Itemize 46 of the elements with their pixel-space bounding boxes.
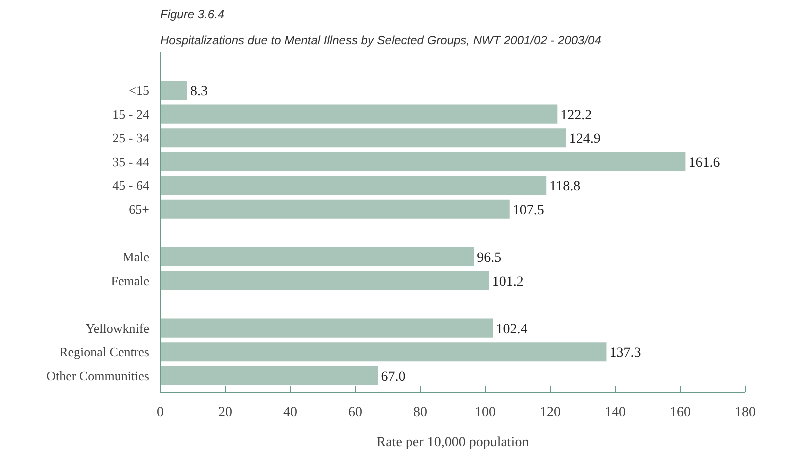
y-tick-label: <15: [129, 83, 150, 98]
y-tick-label: Female: [111, 273, 150, 288]
data-label: 124.9: [569, 132, 601, 148]
x-tick-label: 140: [605, 406, 626, 420]
data-label: 67.0: [381, 370, 406, 385]
data-label: 8.3: [190, 84, 208, 100]
data-label: 118.8: [550, 180, 581, 195]
y-tick-label: 15 - 24: [112, 106, 150, 122]
bar: [160, 81, 188, 100]
chart-subtitle: Hospitalizations due to Mental Illness by Selected Groups, NWT 2001/02 - 2003/04: [160, 34, 602, 48]
bar: [160, 200, 510, 219]
data-label: 102.4: [496, 322, 528, 338]
x-axis-title: Rate per 10,000 population: [376, 436, 530, 450]
chart-title: Figure 3.6.4: [160, 8, 225, 22]
bar: [160, 271, 490, 290]
bar: [160, 342, 607, 362]
x-tick-label: 20: [218, 406, 232, 420]
y-tick-label: 35 - 44: [112, 154, 150, 170]
bar: [160, 247, 474, 266]
y-tick-label: 65+: [129, 202, 150, 217]
y-tick-label: Other Communities: [46, 368, 150, 384]
data-label: 101.2: [492, 274, 524, 290]
y-tick-label: Regional Centres: [60, 344, 150, 360]
bar: [160, 176, 547, 196]
bar: [160, 104, 558, 124]
data-label: 107.5: [512, 203, 544, 218]
y-tick-label: Yellowknife: [86, 320, 150, 336]
bar: [160, 318, 494, 338]
bar: [160, 366, 378, 386]
y-tick-label: Male: [122, 249, 150, 264]
x-tick-label: 120: [540, 406, 561, 420]
data-label: 161.6: [688, 156, 720, 171]
y-tick-label: 45 - 64: [112, 178, 150, 194]
data-label: 96.5: [477, 250, 502, 266]
x-tick-label: 60: [348, 406, 362, 420]
data-label: 122.2: [560, 108, 592, 124]
x-tick-label: 80: [414, 406, 428, 420]
x-tick-label: 100: [475, 406, 496, 420]
x-tick-label: 180: [735, 406, 756, 420]
bar: [160, 128, 566, 148]
data-label: 137.3: [610, 346, 642, 362]
x-tick-label: 40: [284, 406, 298, 420]
x-tick-label: 0: [157, 406, 164, 420]
x-tick-label: 160: [670, 406, 691, 420]
bar: [160, 152, 686, 172]
y-tick-label: 25 - 34: [112, 130, 150, 146]
